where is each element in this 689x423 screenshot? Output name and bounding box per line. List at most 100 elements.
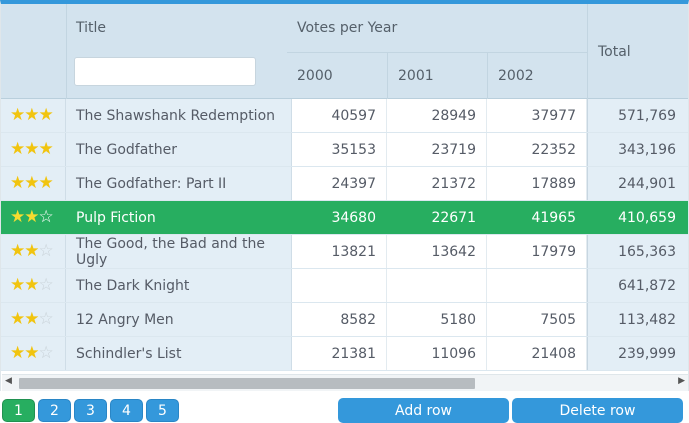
total-cell[interactable]: 165,363 (587, 235, 688, 268)
page-button-3[interactable]: 3 (74, 399, 107, 422)
rating-cell[interactable]: ★ ★ ☆ (1, 235, 66, 268)
votes-cell-2001[interactable]: 23719 (387, 133, 487, 166)
title-cell[interactable]: The Godfather (66, 133, 292, 166)
title-header-label: Title (76, 20, 107, 36)
votes-cell-2000[interactable]: 24397 (292, 167, 387, 200)
star-icon[interactable]: ★ (10, 343, 25, 363)
rating-cell[interactable]: ★ ★ ☆ (1, 337, 66, 370)
star-icon[interactable]: ★ (10, 105, 25, 125)
star-icon[interactable]: ★ (24, 173, 39, 193)
page-button-4[interactable]: 4 (110, 399, 143, 422)
star-icon[interactable]: ☆ (38, 241, 54, 261)
star-icon[interactable]: ☆ (38, 343, 54, 363)
page-button-2[interactable]: 2 (38, 399, 71, 422)
column-header-total[interactable]: Total (588, 4, 631, 99)
total-cell[interactable]: 410,659 (587, 201, 688, 234)
votes-cell-2000[interactable]: 21381 (292, 337, 387, 370)
star-icon[interactable]: ★ (38, 173, 54, 193)
table-row[interactable]: ★ ★ ☆ Schindler's List 21381 11096 21408 239,99… (1, 337, 688, 371)
total-cell[interactable]: 343,196 (587, 133, 688, 166)
votes-cell-2001[interactable] (387, 269, 487, 302)
votes-cell-2002[interactable] (487, 269, 587, 302)
delete-row-button[interactable]: Delete row (512, 398, 683, 423)
total-cell[interactable]: 113,482 (587, 303, 688, 336)
total-cell[interactable]: 239,999 (587, 337, 688, 370)
star-icon[interactable]: ★ (10, 275, 25, 295)
star-icon[interactable]: ☆ (38, 275, 54, 295)
column-header-title[interactable]: Title (66, 4, 106, 52)
add-row-button[interactable]: Add row (338, 398, 509, 423)
star-icon[interactable]: ★ (38, 139, 54, 159)
votes-cell-2002[interactable]: 41965 (487, 201, 587, 234)
star-icon[interactable]: ★ (24, 139, 39, 159)
scroll-left-icon[interactable]: ◀ (5, 376, 12, 386)
votes-cell-2002[interactable]: 17889 (487, 167, 587, 200)
star-icon[interactable]: ★ (38, 105, 54, 125)
votes-cell-2002[interactable]: 17979 (487, 235, 587, 268)
title-cell[interactable]: 12 Angry Men (66, 303, 292, 336)
horizontal-scrollbar[interactable]: ◀ ▶ (2, 374, 688, 391)
star-icon[interactable]: ★ (10, 139, 25, 159)
title-filter-input[interactable] (74, 57, 256, 86)
rating-cell[interactable]: ★ ★ ★ (1, 99, 66, 132)
votes-cell-2000[interactable]: 8582 (292, 303, 387, 336)
votes-cell-2001[interactable]: 13642 (387, 235, 487, 268)
page-button-5[interactable]: 5 (146, 399, 179, 422)
votes-cell-2001[interactable]: 21372 (387, 167, 487, 200)
column-header-2000[interactable]: 2000 (287, 52, 333, 99)
star-icon[interactable]: ★ (24, 275, 39, 295)
total-cell[interactable]: 571,769 (587, 99, 688, 132)
votes-cell-2000[interactable]: 13821 (292, 235, 387, 268)
title-cell[interactable]: Schindler's List (66, 337, 292, 370)
rating-cell[interactable]: ★ ★ ☆ (1, 201, 66, 234)
title-cell[interactable]: The Dark Knight (66, 269, 292, 302)
header-divider (487, 52, 488, 99)
title-cell[interactable]: The Godfather: Part II (66, 167, 292, 200)
scrollbar-thumb[interactable] (19, 378, 475, 389)
votes-cell-2000[interactable]: 34680 (292, 201, 387, 234)
scroll-right-icon[interactable]: ▶ (678, 376, 685, 386)
rating-cell[interactable]: ★ ★ ★ (1, 133, 66, 166)
votes-cell-2000[interactable] (292, 269, 387, 302)
rating-cell[interactable]: ★ ★ ☆ (1, 269, 66, 302)
star-icon[interactable]: ★ (24, 241, 39, 261)
page-button-1[interactable]: 1 (2, 399, 35, 422)
star-icon[interactable]: ★ (10, 241, 25, 261)
votes-cell-2000[interactable]: 35153 (292, 133, 387, 166)
star-icon[interactable]: ★ (10, 173, 25, 193)
title-cell[interactable]: The Good, the Bad and the Ugly (66, 235, 292, 268)
star-icon[interactable]: ★ (24, 105, 39, 125)
table-row[interactable]: ★ ★ ☆ 12 Angry Men 8582 5180 7505 113,482 (1, 303, 688, 337)
title-cell[interactable]: The Shawshank Redemption (66, 99, 292, 132)
total-cell[interactable]: 244,901 (587, 167, 688, 200)
rating-cell[interactable]: ★ ★ ★ (1, 167, 66, 200)
table-row[interactable]: ★ ★ ★ The Shawshank Redemption 40597 28949 379… (1, 99, 688, 133)
table-row[interactable]: ★ ★ ☆ Pulp Fiction 34680 22671 41965 410,659 (1, 201, 688, 235)
votes-cell-2001[interactable]: 11096 (387, 337, 487, 370)
star-icon[interactable]: ☆ (38, 207, 54, 227)
title-cell[interactable]: Pulp Fiction (66, 201, 292, 234)
rating-cell[interactable]: ★ ★ ☆ (1, 303, 66, 336)
votes-cell-2002[interactable]: 37977 (487, 99, 587, 132)
star-icon[interactable]: ★ (10, 309, 25, 329)
star-icon[interactable]: ★ (24, 343, 39, 363)
votes-cell-2001[interactable]: 22671 (387, 201, 487, 234)
star-icon[interactable]: ★ (24, 207, 39, 227)
votes-cell-2002[interactable]: 22352 (487, 133, 587, 166)
table-row[interactable]: ★ ★ ★ The Godfather: Part II 24397 21372 17889… (1, 167, 688, 201)
star-icon[interactable]: ★ (24, 309, 39, 329)
votes-cell-2000[interactable]: 40597 (292, 99, 387, 132)
votes-cell-2001[interactable]: 28949 (387, 99, 487, 132)
star-icon[interactable]: ★ (10, 207, 25, 227)
table-row[interactable]: ★ ★ ☆ The Dark Knight 641,872 (1, 269, 688, 303)
star-icon[interactable]: ☆ (38, 309, 54, 329)
votes-cell-2002[interactable]: 7505 (487, 303, 587, 336)
votes-cell-2001[interactable]: 5180 (387, 303, 487, 336)
column-header-2002[interactable]: 2002 (488, 52, 534, 99)
table-row[interactable]: ★ ★ ★ The Godfather 35153 23719 22352 343,196 (1, 133, 688, 167)
votes-cell-2002[interactable]: 21408 (487, 337, 587, 370)
column-header-votes: Votes per Year (287, 4, 397, 52)
column-header-2001[interactable]: 2001 (388, 52, 434, 99)
table-row[interactable]: ★ ★ ☆ The Good, the Bad and the Ugly 13821 13… (1, 235, 688, 269)
total-cell[interactable]: 641,872 (587, 269, 688, 302)
